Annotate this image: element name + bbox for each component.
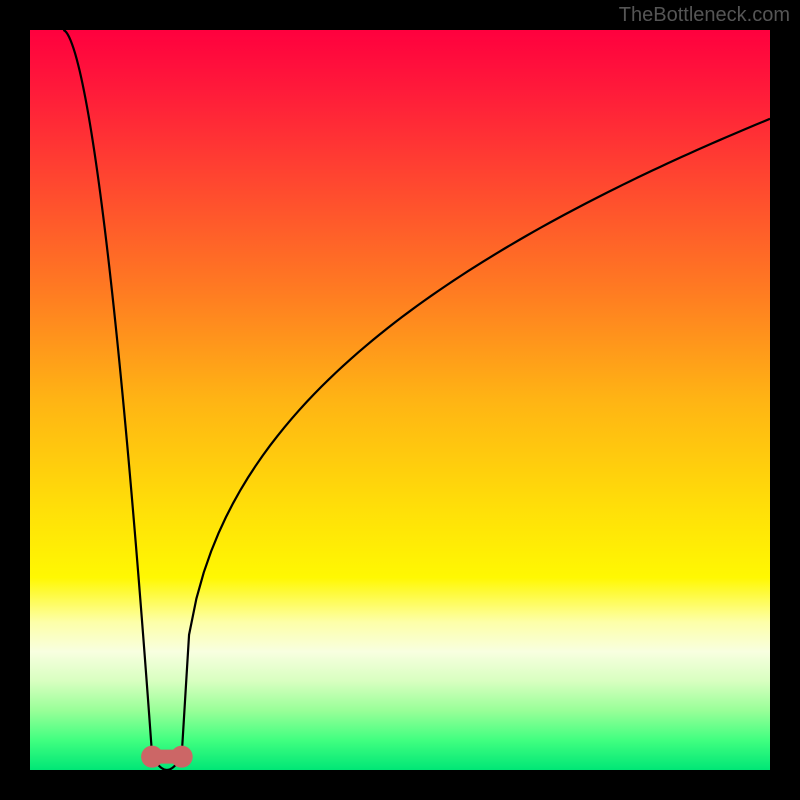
- chart-background: [30, 30, 770, 770]
- watermark-text: TheBottleneck.com: [619, 4, 790, 27]
- chart-container: TheBottleneck.com: [0, 0, 800, 800]
- valley-marker-1: [171, 746, 193, 768]
- bottleneck-chart: [0, 0, 800, 800]
- valley-marker-0: [141, 746, 163, 768]
